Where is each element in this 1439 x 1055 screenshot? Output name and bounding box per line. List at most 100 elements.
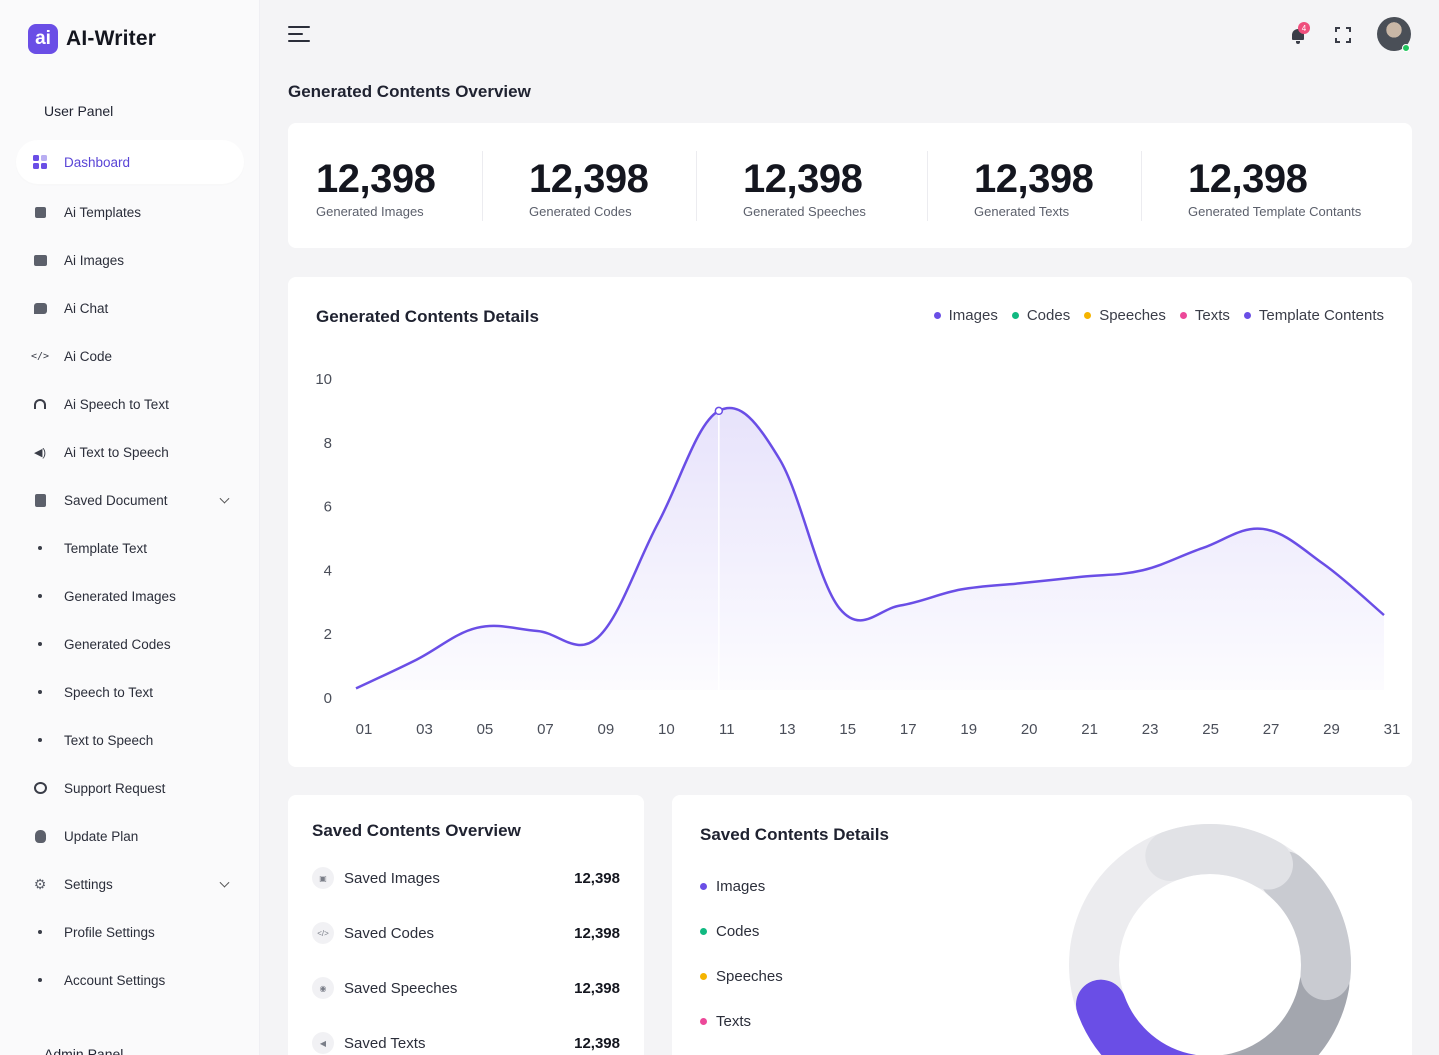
x-tick-label: 15	[839, 721, 856, 738]
saved-overview-row[interactable]: </> Saved Codes 12,398	[312, 921, 620, 945]
legend-dot-icon	[1243, 312, 1251, 319]
sidebar-item-label: Ai Templates	[64, 204, 142, 220]
notification-bell-icon[interactable]	[1290, 27, 1306, 45]
legend-label: Texts	[716, 1013, 752, 1030]
page-title: Generated Contents Overview	[288, 82, 531, 101]
sidebar-item-label: Account Settings	[64, 972, 166, 988]
sidebar-item-template-text[interactable]: Template Text	[16, 524, 244, 572]
bullet-dot-icon	[32, 684, 48, 700]
sidebar-item-label: Profile Settings	[64, 924, 155, 940]
sidebar-item-dashboard[interactable]: Dashboard	[16, 140, 244, 184]
chart-legend: Images Codes Speeches Texts Template Content…	[920, 307, 1384, 324]
saved-overview-row[interactable]: ▣ Saved Images 12,398	[312, 866, 620, 890]
sidebar-item-ai-speech-to-text[interactable]: Ai Speech to Text	[16, 380, 244, 428]
sidebar-item-label: Ai Code	[64, 348, 113, 364]
legend-dot-icon	[700, 973, 707, 980]
highlight-point[interactable]	[714, 406, 724, 416]
sidebar-item-label: Ai Text to Speech	[64, 444, 169, 460]
sidebar-item-label: Ai Images	[64, 252, 125, 268]
stat-value: 12,398	[974, 157, 1094, 201]
stat-divider	[927, 151, 928, 221]
saved-details-legend-item[interactable]: Speeches	[700, 968, 783, 985]
legend-item[interactable]: Texts	[1179, 307, 1230, 324]
saved-details-legend-item[interactable]: Codes	[700, 923, 759, 940]
sidebar-item-generated-images[interactable]: Generated Images	[16, 572, 244, 620]
x-tick-label: 21	[1081, 721, 1098, 738]
support-icon	[32, 780, 48, 796]
stat-label: Generated Template Contants	[1188, 204, 1362, 219]
sidebar-item-settings[interactable]: ⚙ Settings	[16, 860, 244, 908]
sidebar-item-generated-codes[interactable]: Generated Codes	[16, 620, 244, 668]
stat-value: 12,398	[1188, 157, 1308, 201]
stat-divider	[696, 151, 697, 221]
sidebar-item-update-plan[interactable]: Update Plan	[16, 812, 244, 860]
sidebar-item-support-request[interactable]: Support Request	[16, 764, 244, 812]
sidebar-item-ai-images[interactable]: Ai Images	[16, 236, 244, 284]
legend-item[interactable]: Speeches	[1084, 307, 1166, 324]
dashboard-icon	[32, 154, 48, 170]
sidebar-item-account-settings[interactable]: Account Settings	[16, 956, 244, 1004]
x-tick-label: 07	[537, 721, 554, 738]
saved-details-legend-item[interactable]: Images	[700, 878, 765, 895]
x-tick-label: 19	[960, 721, 977, 738]
sidebar-item-ai-templates[interactable]: Ai Templates	[16, 188, 244, 236]
x-tick-label: 25	[1202, 721, 1219, 738]
sidebar-item-label: Ai Speech to Text	[64, 396, 169, 412]
sidebar-item-saved-document[interactable]: Saved Document	[16, 476, 244, 524]
sidebar-item-label: Text to Speech	[64, 732, 154, 748]
headphones-icon	[32, 396, 48, 412]
donut-slice[interactable]	[1075, 979, 1196, 1055]
sidebar-item-speech-to-text[interactable]: Speech to Text	[16, 668, 244, 716]
saved-row-value: 12,398	[574, 979, 620, 997]
sidebar-item-ai-text-to-speech[interactable]: ◀) Ai Text to Speech	[16, 428, 244, 476]
x-tick-label: 17	[900, 721, 917, 738]
legend-item[interactable]: Template Contents	[1243, 307, 1384, 324]
legend-item[interactable]: Images	[933, 307, 998, 324]
x-tick-label: 27	[1263, 721, 1280, 738]
sidebar-item-profile-settings[interactable]: Profile Settings	[16, 908, 244, 956]
x-tick-label: 09	[598, 721, 615, 738]
chevron-down-icon[interactable]	[219, 877, 230, 888]
sidebar-item-label: Settings	[64, 876, 113, 892]
legend-dot-icon	[700, 1018, 707, 1025]
saved-row-label: Saved Images	[344, 869, 440, 887]
y-tick-label: 2	[324, 626, 332, 643]
brand-logo-icon: ai	[28, 24, 58, 54]
sidebar-item-ai-chat[interactable]: Ai Chat	[16, 284, 244, 332]
stat-label: Generated Images	[316, 204, 424, 219]
y-tick-label: 8	[324, 435, 332, 452]
sidebar-item-ai-code[interactable]: </> Ai Code	[16, 332, 244, 380]
stat-label: Generated Codes	[529, 204, 632, 219]
saved-overview-row[interactable]: ◉ Saved Speeches 12,398	[312, 976, 620, 1000]
stat-divider	[1141, 151, 1142, 221]
legend-label: Texts	[1194, 307, 1230, 324]
legend-dot-icon	[700, 883, 707, 890]
gear-icon: ⚙	[33, 875, 47, 892]
speaker-icon: ◀	[312, 1032, 334, 1054]
fullscreen-icon[interactable]	[1335, 27, 1351, 43]
legend-label: Speeches	[1099, 307, 1166, 324]
saved-details-title: Saved Contents Details	[700, 825, 889, 844]
donut-slice[interactable]	[1145, 824, 1293, 890]
overview-stats-card: 12,398 Generated Images 12,398 Generated Co…	[288, 123, 1412, 248]
bullet-dot-icon	[32, 972, 48, 988]
menu-toggle-icon[interactable]	[288, 26, 312, 44]
saved-overview-row[interactable]: ◀ Saved Texts 12,398	[312, 1031, 620, 1055]
donut-slice[interactable]	[1220, 960, 1350, 1055]
x-tick-label: 20	[1021, 721, 1038, 738]
saved-row-value: 12,398	[574, 1034, 620, 1052]
chevron-down-icon[interactable]	[219, 493, 230, 504]
donut-slice[interactable]	[1259, 851, 1351, 1001]
sidebar-item-text-to-speech[interactable]: Text to Speech	[16, 716, 244, 764]
speaker-icon: ◀)	[33, 446, 47, 459]
saved-details-legend-item[interactable]: Texts	[700, 1013, 751, 1030]
y-tick-label: 10	[315, 371, 332, 388]
code-icon: </>	[312, 922, 334, 944]
brand[interactable]: ai AI-Writer	[28, 24, 156, 54]
legend-item[interactable]: Codes	[1011, 307, 1070, 324]
x-tick-label: 13	[779, 721, 796, 738]
sidebar-item-label: Ai Chat	[64, 300, 109, 316]
x-tick-label: 01	[356, 721, 373, 738]
sidebar-item-label: Dashboard	[64, 154, 131, 170]
x-tick-label: 10	[658, 721, 675, 738]
